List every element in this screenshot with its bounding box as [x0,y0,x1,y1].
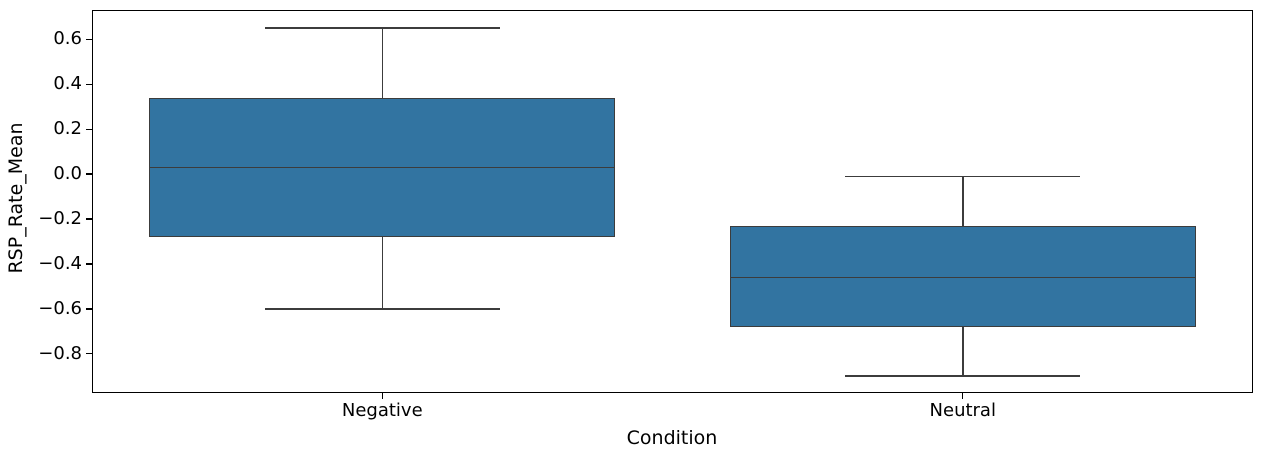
whisker-cap-upper [264,27,500,29]
y-tick-label: 0.6 [53,28,82,50]
y-tick-label: 0.0 [53,163,82,185]
whisker-lower [962,326,964,377]
whisker-cap-lower [264,308,500,310]
y-tick-label: −0.4 [38,252,82,274]
box-neutral [729,225,1196,327]
y-tick-mark [86,353,92,355]
median-line [149,166,616,169]
y-tick-label: −0.8 [38,342,82,364]
y-tick-mark [86,263,92,265]
x-tick-mark [962,393,964,399]
y-tick-label: −0.6 [38,297,82,319]
whisker-lower [381,236,383,309]
x-axis-label: Condition [626,427,718,449]
median-line [729,276,1196,279]
x-tick-label-neutral: Neutral [929,400,996,421]
y-tick-mark [86,38,92,41]
y-tick-mark [86,83,92,85]
y-tick-mark [86,173,92,175]
y-tick-label: 0.4 [53,73,82,95]
whisker-cap-lower [845,375,1081,377]
y-tick-mark [86,128,92,130]
whisker-upper [962,176,964,226]
y-tick-label: −0.2 [38,208,82,229]
y-tick-mark [86,308,92,310]
y-tick-mark [86,218,92,220]
y-tick-label: 0.2 [53,118,82,140]
whisker-upper [381,28,383,98]
x-tick-mark [381,393,383,399]
y-axis-label: RSP_Rate_Mean [5,122,27,274]
x-tick-label-negative: Negative [341,400,423,421]
whisker-cap-upper [845,175,1081,178]
